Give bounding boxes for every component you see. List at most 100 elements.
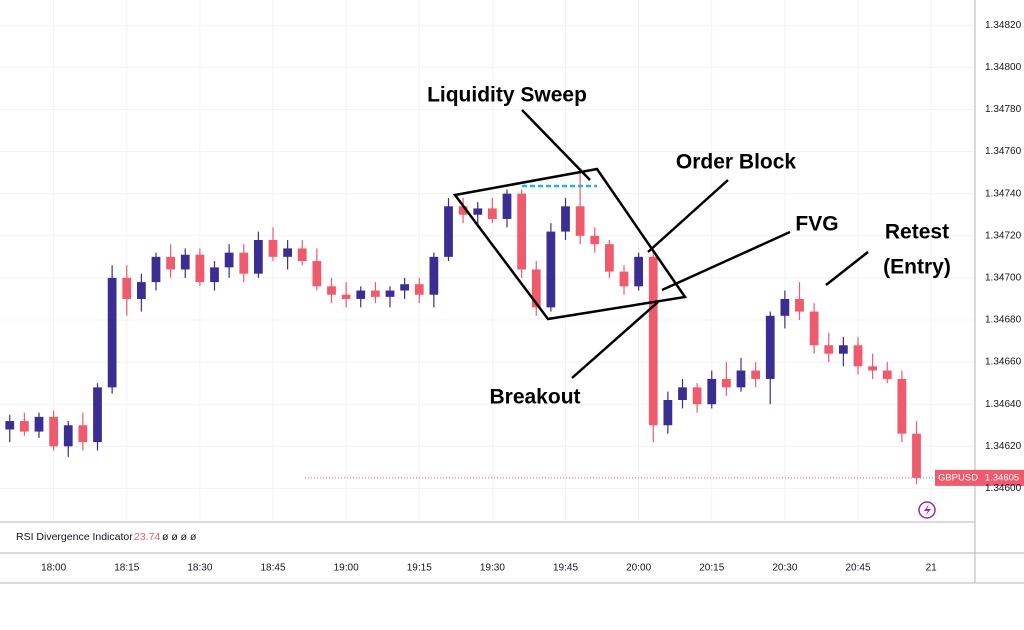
candle-body bbox=[561, 206, 570, 232]
candle-body bbox=[853, 345, 863, 367]
pointer-line bbox=[571, 301, 659, 379]
candle-body bbox=[151, 256, 161, 283]
pointer-line bbox=[521, 109, 591, 181]
candle-body bbox=[210, 267, 219, 283]
candle-body bbox=[678, 387, 687, 400]
candle-body bbox=[517, 193, 527, 270]
candle-body bbox=[356, 290, 366, 299]
candle-body bbox=[136, 282, 146, 299]
y-tick-label: 1.34760 bbox=[985, 146, 1022, 157]
candle-body bbox=[78, 425, 88, 443]
x-tick-label: 20:45 bbox=[845, 563, 870, 574]
alert-icon-bolt bbox=[924, 504, 931, 516]
y-tick-label: 1.34800 bbox=[985, 62, 1022, 73]
candle-body bbox=[721, 378, 731, 388]
pointer-line bbox=[825, 251, 869, 286]
candle-body bbox=[414, 284, 424, 295]
candle-body bbox=[473, 208, 483, 215]
candle-body bbox=[795, 298, 804, 312]
candle-body bbox=[897, 378, 907, 434]
candle-body bbox=[634, 256, 644, 287]
x-tick-label: 19:30 bbox=[480, 563, 505, 574]
x-tick-label: 18:30 bbox=[187, 563, 212, 574]
y-tick-label: 1.34740 bbox=[985, 188, 1022, 199]
x-tick-label: 20:15 bbox=[699, 563, 724, 574]
pointer-line bbox=[661, 230, 791, 292]
y-tick-label: 1.34640 bbox=[985, 399, 1022, 410]
price-tag bbox=[981, 469, 1024, 486]
candle-body bbox=[400, 284, 410, 291]
candle-body bbox=[312, 261, 322, 287]
candles bbox=[5, 168, 921, 485]
candle-body bbox=[736, 370, 746, 388]
candle-body bbox=[502, 193, 512, 219]
x-tick-label: 18:00 bbox=[41, 563, 66, 574]
annotation: FVG bbox=[795, 213, 838, 236]
candle-body bbox=[546, 231, 556, 308]
candle-body bbox=[341, 294, 351, 299]
candle-body bbox=[385, 290, 395, 297]
y-tick-label: 1.34660 bbox=[985, 357, 1022, 368]
candle-body bbox=[327, 286, 336, 295]
candle-body bbox=[882, 370, 892, 379]
candle-body bbox=[751, 370, 761, 379]
y-tick-label: 1.34720 bbox=[985, 230, 1022, 241]
candle-body bbox=[107, 277, 117, 388]
candle-body bbox=[49, 416, 59, 447]
indicator-name: RSI Divergence Indicator bbox=[16, 531, 133, 543]
candle-body bbox=[912, 433, 921, 478]
candle-body bbox=[707, 378, 717, 405]
candle-body bbox=[297, 248, 307, 262]
x-tick-label: 18:45 bbox=[260, 563, 285, 574]
x-tick-label: 19:45 bbox=[553, 563, 578, 574]
y-tick-label: 1.34820 bbox=[985, 20, 1022, 31]
candle-body bbox=[5, 421, 15, 430]
candle-body bbox=[619, 271, 629, 287]
x-tick-label: 21 bbox=[926, 563, 938, 574]
candle-body bbox=[166, 256, 176, 270]
candle-body bbox=[180, 254, 190, 270]
candle-body bbox=[122, 277, 132, 299]
candle-body bbox=[575, 206, 585, 236]
candle-body bbox=[429, 256, 439, 295]
pointer-line bbox=[647, 179, 729, 253]
candle-body bbox=[283, 248, 293, 257]
candle-body bbox=[239, 252, 249, 274]
grid bbox=[0, 0, 975, 520]
candle-body bbox=[765, 315, 775, 379]
price-label: 1.34605 bbox=[985, 472, 1019, 483]
pattern-outline bbox=[452, 167, 688, 321]
candle-body bbox=[590, 235, 600, 245]
indicator-placeholders: ø ø ø ø bbox=[162, 531, 197, 543]
candle-body bbox=[604, 244, 614, 272]
candle-body bbox=[838, 345, 848, 354]
candle-body bbox=[253, 240, 263, 274]
candle-body bbox=[224, 252, 234, 268]
annotation: Retest bbox=[885, 221, 949, 244]
y-tick-label: 1.34680 bbox=[985, 315, 1022, 326]
candle-body bbox=[19, 421, 29, 432]
candle-body bbox=[195, 254, 205, 283]
candle-body bbox=[370, 290, 380, 297]
symbol-tag bbox=[935, 469, 981, 486]
candle-body bbox=[648, 256, 658, 426]
candle-body bbox=[93, 387, 102, 443]
candle-body bbox=[63, 425, 73, 447]
annotation: (Entry) bbox=[883, 256, 951, 279]
candle-body bbox=[663, 400, 673, 426]
candle-body bbox=[444, 206, 453, 257]
x-tick-label: 19:00 bbox=[334, 563, 359, 574]
candle-body bbox=[531, 269, 541, 308]
x-tick-label: 18:15 bbox=[114, 563, 139, 574]
candle-body bbox=[780, 298, 790, 316]
overlay: GBPUSD 1.34605 bbox=[305, 469, 1024, 486]
y-tick-label: 1.34780 bbox=[985, 104, 1022, 115]
candle-body bbox=[487, 208, 497, 219]
candle-body bbox=[34, 416, 44, 432]
candle-body bbox=[824, 345, 834, 354]
candle-body bbox=[458, 206, 468, 215]
annotation: Breakout bbox=[489, 386, 580, 409]
candle-body bbox=[692, 387, 702, 405]
candle-body bbox=[809, 311, 819, 346]
